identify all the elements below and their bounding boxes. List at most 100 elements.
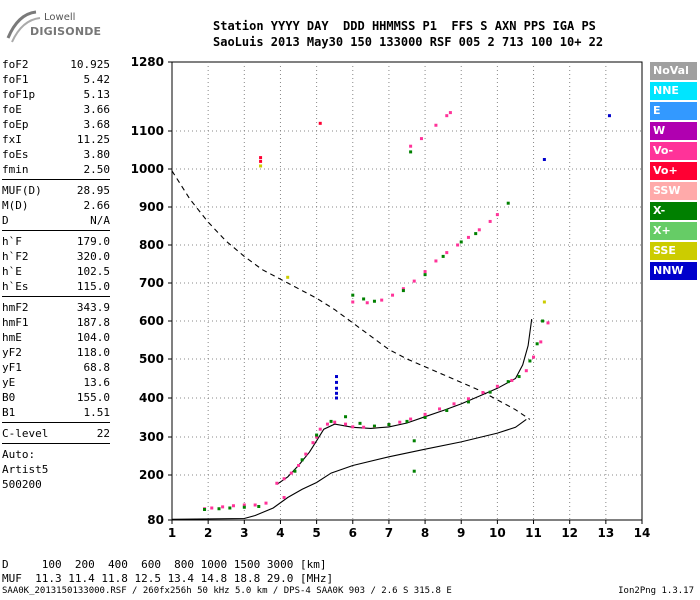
param-name: foF1p	[2, 88, 36, 101]
scaled-parameters-panel: foF2 10.925 foF1 5.42 foF1p 5.13 foE 3.66 foEp 3.…	[2, 57, 110, 492]
file-info-footer: SAA0K_2013150133000.RSF / 260fx256h 50 k…	[2, 586, 452, 596]
param-value: 343.9	[76, 301, 110, 314]
data-point	[466, 397, 470, 401]
param-name: hmF2	[2, 301, 29, 314]
data-point	[524, 369, 528, 373]
data-point	[495, 213, 499, 217]
y-tick-label: 700	[139, 276, 164, 290]
param-row: yF2 118.0	[2, 345, 110, 360]
param-name: h`F2	[2, 250, 29, 263]
param-value: 5.13	[83, 88, 111, 101]
param-row: h`F2 320.0	[2, 249, 110, 264]
data-point	[459, 240, 463, 244]
param-name: hmF1	[2, 316, 29, 329]
data-point	[434, 123, 438, 127]
polarization-legend: NoVal NNE E W Vo- Vo+ SSW X- X+ SSE NNW	[650, 62, 697, 282]
data-point	[532, 355, 536, 359]
x-tick-label: 12	[561, 526, 578, 540]
data-point	[264, 501, 268, 505]
trace-line	[276, 319, 533, 485]
data-point	[351, 293, 355, 297]
param-value: 5.42	[83, 73, 111, 86]
plot-frame	[171, 61, 643, 521]
param-row: h`F 179.0	[2, 234, 110, 249]
data-point	[372, 424, 376, 428]
data-point	[335, 396, 338, 400]
legend-item: NNE	[650, 82, 697, 100]
muf-distance-row: D 100 200 400 600 800 1000 1500 3000 [km…	[2, 558, 327, 571]
data-point	[419, 137, 423, 141]
data-point	[539, 340, 543, 344]
data-point	[335, 380, 338, 384]
param-name: foF1	[2, 73, 29, 86]
data-point	[506, 380, 510, 384]
y-tick-label: 300	[139, 430, 164, 444]
param-row: hmE 104.0	[2, 330, 110, 345]
x-tick-label: 11	[525, 526, 542, 540]
param-name: foF2	[2, 58, 29, 71]
x-tick-label: 10	[489, 526, 506, 540]
data-point	[423, 273, 427, 277]
param-name: foEp	[2, 118, 29, 131]
legend-item: Vo-	[650, 142, 697, 160]
param-name: foE	[2, 103, 22, 116]
data-point	[365, 301, 369, 305]
logo-line1: Lowell	[44, 12, 76, 23]
param-name: yF2	[2, 346, 22, 359]
param-separator	[2, 230, 110, 231]
data-point	[293, 469, 297, 473]
param-row: C-level 22	[2, 426, 110, 441]
legend-item: NoVal	[650, 62, 697, 80]
param-value: 155.0	[76, 391, 110, 404]
logo-icon	[6, 10, 41, 43]
legend-item: E	[650, 102, 697, 120]
param-name: fxI	[2, 133, 22, 146]
data-point	[438, 407, 442, 411]
data-point	[452, 402, 456, 406]
data-point	[217, 507, 221, 511]
param-row: h`Es 115.0	[2, 279, 110, 294]
param-name: C-level	[2, 427, 49, 440]
data-point	[210, 506, 214, 510]
param-separator	[2, 179, 110, 180]
x-tick-label: 14	[634, 526, 651, 540]
data-point	[289, 471, 293, 475]
param-value: 187.8	[76, 316, 110, 329]
data-point	[517, 375, 521, 379]
data-point	[318, 121, 322, 125]
muf-table: D 100 200 400 600 800 1000 1500 3000 [km…	[2, 558, 333, 586]
data-point	[448, 111, 452, 115]
data-point	[423, 416, 427, 419]
data-point	[474, 232, 478, 236]
data-point	[434, 259, 438, 263]
data-point	[333, 420, 337, 424]
param-value: 3.68	[83, 118, 111, 131]
header-line1: Station YYYY DAY DDD HHMMSS P1 FFS S AXN…	[213, 19, 596, 33]
data-point	[286, 275, 290, 279]
autoscale-line: Auto:	[2, 448, 36, 461]
param-row: yE 13.6	[2, 375, 110, 390]
param-value: N/A	[90, 214, 110, 227]
param-name: D	[2, 214, 9, 227]
data-point	[275, 481, 279, 485]
param-row: foF1p 5.13	[2, 87, 110, 102]
x-tick-label: 3	[240, 526, 248, 540]
param-separator	[2, 443, 110, 444]
data-point	[466, 400, 470, 404]
param-row: h`E 102.5	[2, 264, 110, 279]
param-value: 22	[96, 427, 110, 440]
y-tick-label: 80	[147, 513, 164, 527]
data-point	[380, 298, 384, 302]
data-point	[412, 439, 416, 443]
param-row: hmF2 343.9	[2, 300, 110, 315]
y-tick-label: 600	[139, 314, 164, 328]
data-point	[409, 417, 413, 421]
param-value: 11.25	[76, 133, 110, 146]
param-name: B1	[2, 406, 16, 419]
legend-item: W	[650, 122, 697, 140]
param-name: B0	[2, 391, 16, 404]
data-point	[481, 391, 485, 395]
param-value: 320.0	[76, 250, 110, 263]
param-row: B0 155.0	[2, 390, 110, 405]
